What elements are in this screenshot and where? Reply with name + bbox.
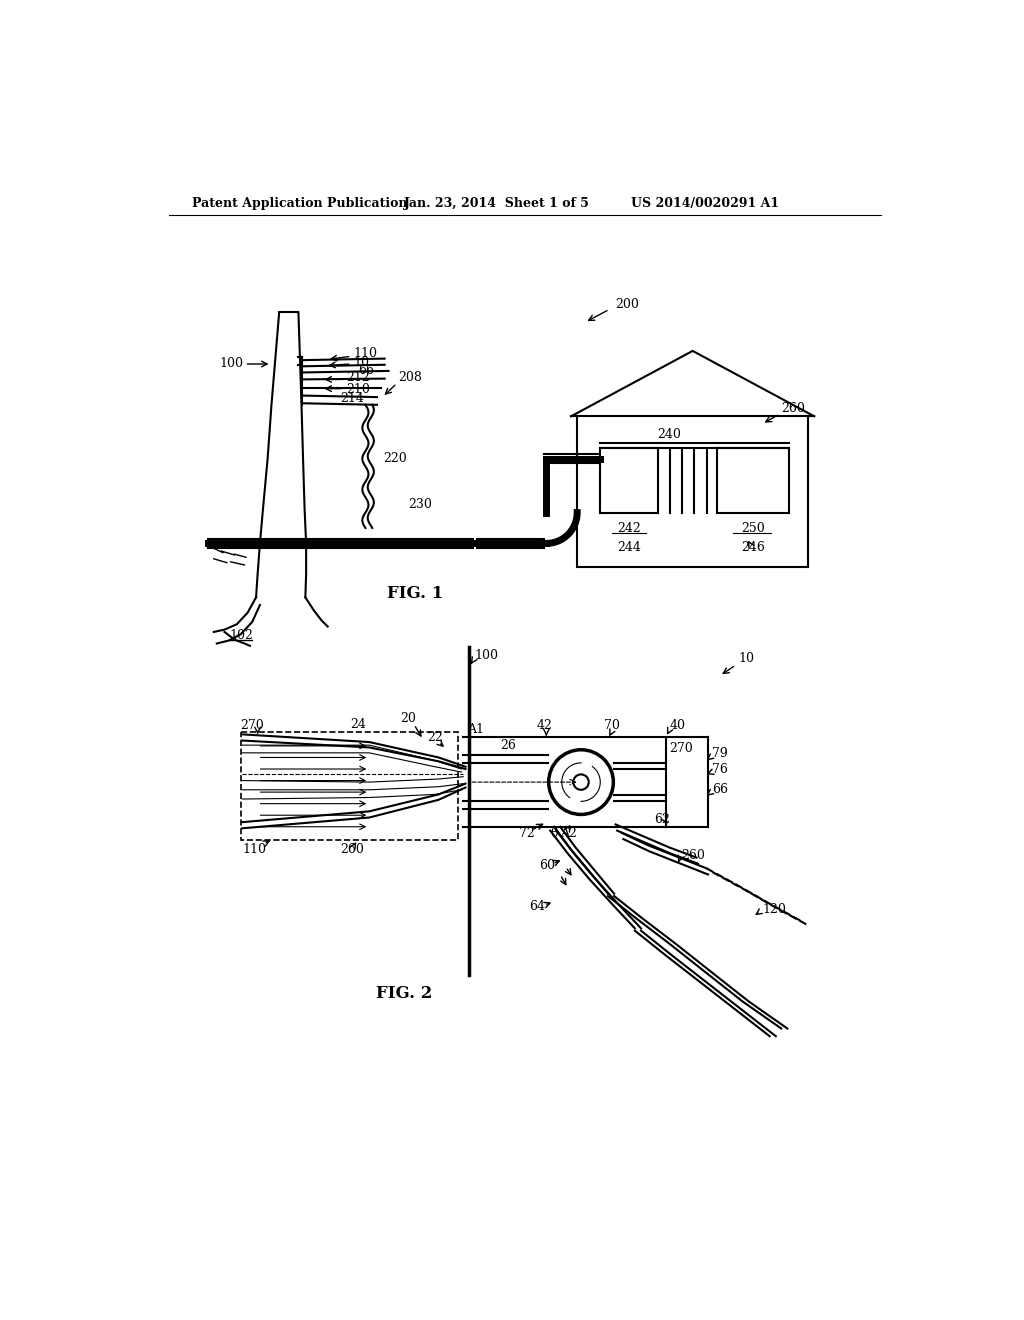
Text: 79: 79 [712,747,728,760]
Text: A1: A1 [467,723,484,737]
Text: 72: 72 [519,828,536,841]
Text: 120: 120 [762,903,785,916]
Text: 20: 20 [400,713,416,726]
Text: 22: 22 [427,731,442,744]
Text: 76: 76 [712,763,728,776]
Text: Jan. 23, 2014  Sheet 1 of 5: Jan. 23, 2014 Sheet 1 of 5 [403,197,590,210]
Text: 250: 250 [740,521,765,535]
Text: 62: 62 [654,813,670,825]
Text: 10: 10 [739,652,755,665]
Text: 212: 212 [346,371,370,384]
Text: 242: 242 [616,521,641,535]
Text: 42: 42 [538,719,553,733]
Text: 110: 110 [354,347,378,360]
Text: 100: 100 [475,648,499,661]
Text: 40: 40 [670,718,685,731]
Text: A2: A2 [560,828,578,841]
Text: 220: 220 [383,453,407,465]
Text: 26: 26 [500,739,516,751]
Text: 102: 102 [229,630,253,643]
Text: 270: 270 [670,742,693,755]
Text: 24: 24 [350,718,366,731]
Text: US 2014/0020291 A1: US 2014/0020291 A1 [631,197,779,210]
Text: 230: 230 [408,499,432,511]
Text: 210: 210 [346,383,370,396]
Text: 208: 208 [398,371,422,384]
Text: 10: 10 [354,356,370,370]
Circle shape [573,775,589,789]
Text: 60: 60 [539,859,555,871]
Text: 260: 260 [781,403,805,416]
Text: 246: 246 [740,541,765,554]
Text: 66: 66 [712,783,728,796]
Text: 260: 260 [340,842,364,855]
Text: 260: 260 [681,849,705,862]
Text: FIG. 2: FIG. 2 [376,985,432,1002]
Text: 270: 270 [241,719,264,733]
Text: θ: θ [550,828,558,841]
Bar [241,733,458,840]
Text: 214: 214 [340,392,364,405]
Text: 100: 100 [219,358,243,371]
Text: Patent Application Publication: Patent Application Publication [193,197,408,210]
Text: FIG. 1: FIG. 1 [387,585,443,602]
Text: 244: 244 [616,541,641,554]
Text: 70: 70 [604,719,620,733]
Text: 64: 64 [529,900,546,913]
Text: 200: 200 [615,298,640,312]
Text: 110: 110 [243,842,266,855]
Text: 66: 66 [357,363,374,376]
Bar [578,416,808,566]
Text: 240: 240 [657,428,682,441]
